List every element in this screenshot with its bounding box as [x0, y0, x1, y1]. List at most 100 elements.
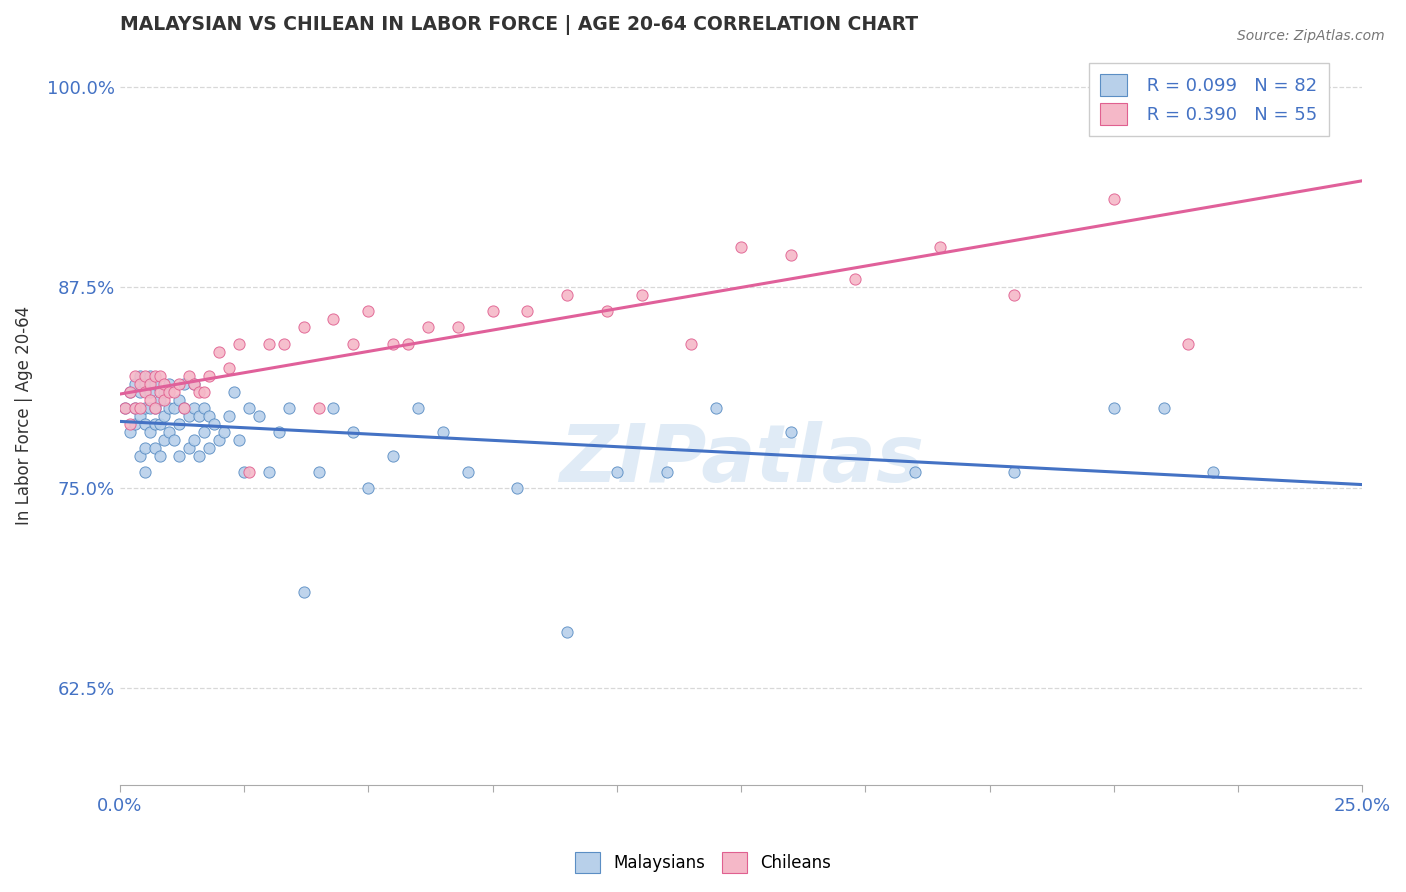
Point — [247, 409, 270, 423]
Point — [198, 368, 221, 383]
Point — [1004, 465, 1026, 479]
Text: MALAYSIAN VS CHILEAN IN LABOR FORCE | AGE 20-64 CORRELATION CHART: MALAYSIAN VS CHILEAN IN LABOR FORCE | AG… — [120, 15, 918, 35]
Point — [308, 465, 330, 479]
Point — [506, 481, 529, 495]
Point — [516, 304, 538, 318]
Point — [396, 336, 419, 351]
Point — [148, 384, 170, 399]
Point — [1004, 288, 1026, 302]
Point — [555, 288, 578, 302]
Point — [143, 441, 166, 455]
Point — [173, 376, 195, 391]
Point — [128, 376, 150, 391]
Point — [134, 368, 156, 383]
Point — [118, 384, 141, 399]
Point — [322, 401, 344, 415]
Point — [153, 433, 176, 447]
Point — [143, 368, 166, 383]
Point — [382, 336, 405, 351]
Point — [208, 344, 231, 359]
Point — [630, 288, 652, 302]
Point — [183, 376, 205, 391]
Point — [779, 248, 801, 262]
Point — [169, 449, 191, 463]
Point — [202, 417, 225, 431]
Point — [238, 401, 260, 415]
Point — [173, 401, 195, 415]
Point — [342, 336, 364, 351]
Point — [118, 425, 141, 439]
Point — [655, 465, 678, 479]
Point — [193, 384, 215, 399]
Point — [1102, 401, 1125, 415]
Point — [134, 376, 156, 391]
Point — [148, 417, 170, 431]
Point — [1312, 91, 1334, 105]
Point — [134, 465, 156, 479]
Legend:  R = 0.099   N = 82,  R = 0.390   N = 55: R = 0.099 N = 82, R = 0.390 N = 55 — [1090, 63, 1329, 136]
Point — [183, 376, 205, 391]
Point — [704, 401, 727, 415]
Point — [357, 304, 380, 318]
Point — [730, 240, 752, 254]
Point — [267, 425, 290, 439]
Point — [406, 401, 429, 415]
Point — [128, 368, 150, 383]
Point — [238, 465, 260, 479]
Point — [179, 368, 201, 383]
Point — [169, 392, 191, 407]
Point — [159, 425, 181, 439]
Point — [138, 425, 160, 439]
Point — [481, 304, 503, 318]
Point — [153, 384, 176, 399]
Point — [1102, 192, 1125, 206]
Point — [138, 384, 160, 399]
Point — [153, 392, 176, 407]
Point — [169, 417, 191, 431]
Point — [124, 376, 146, 391]
Point — [134, 417, 156, 431]
Point — [257, 336, 280, 351]
Point — [198, 441, 221, 455]
Point — [432, 425, 454, 439]
Point — [124, 417, 146, 431]
Point — [1202, 465, 1225, 479]
Point — [228, 433, 250, 447]
Point — [193, 401, 215, 415]
Point — [596, 304, 619, 318]
Point — [193, 425, 215, 439]
Point — [292, 320, 315, 334]
Point — [159, 401, 181, 415]
Point — [114, 401, 136, 415]
Point — [143, 376, 166, 391]
Text: ZIPatlas: ZIPatlas — [558, 421, 924, 499]
Point — [179, 409, 201, 423]
Point — [218, 360, 240, 375]
Point — [416, 320, 439, 334]
Point — [169, 376, 191, 391]
Point — [128, 409, 150, 423]
Point — [212, 425, 235, 439]
Point — [138, 376, 160, 391]
Point — [163, 433, 186, 447]
Point — [198, 409, 221, 423]
Point — [292, 585, 315, 599]
Point — [904, 465, 927, 479]
Point — [188, 409, 211, 423]
Point — [179, 441, 201, 455]
Point — [148, 392, 170, 407]
Point — [173, 401, 195, 415]
Point — [138, 368, 160, 383]
Point — [1177, 336, 1199, 351]
Point — [143, 401, 166, 415]
Point — [143, 401, 166, 415]
Point — [118, 384, 141, 399]
Point — [218, 409, 240, 423]
Point — [382, 449, 405, 463]
Legend: Malaysians, Chileans: Malaysians, Chileans — [568, 846, 838, 880]
Point — [457, 465, 479, 479]
Point — [273, 336, 295, 351]
Point — [153, 409, 176, 423]
Point — [606, 465, 628, 479]
Point — [342, 425, 364, 439]
